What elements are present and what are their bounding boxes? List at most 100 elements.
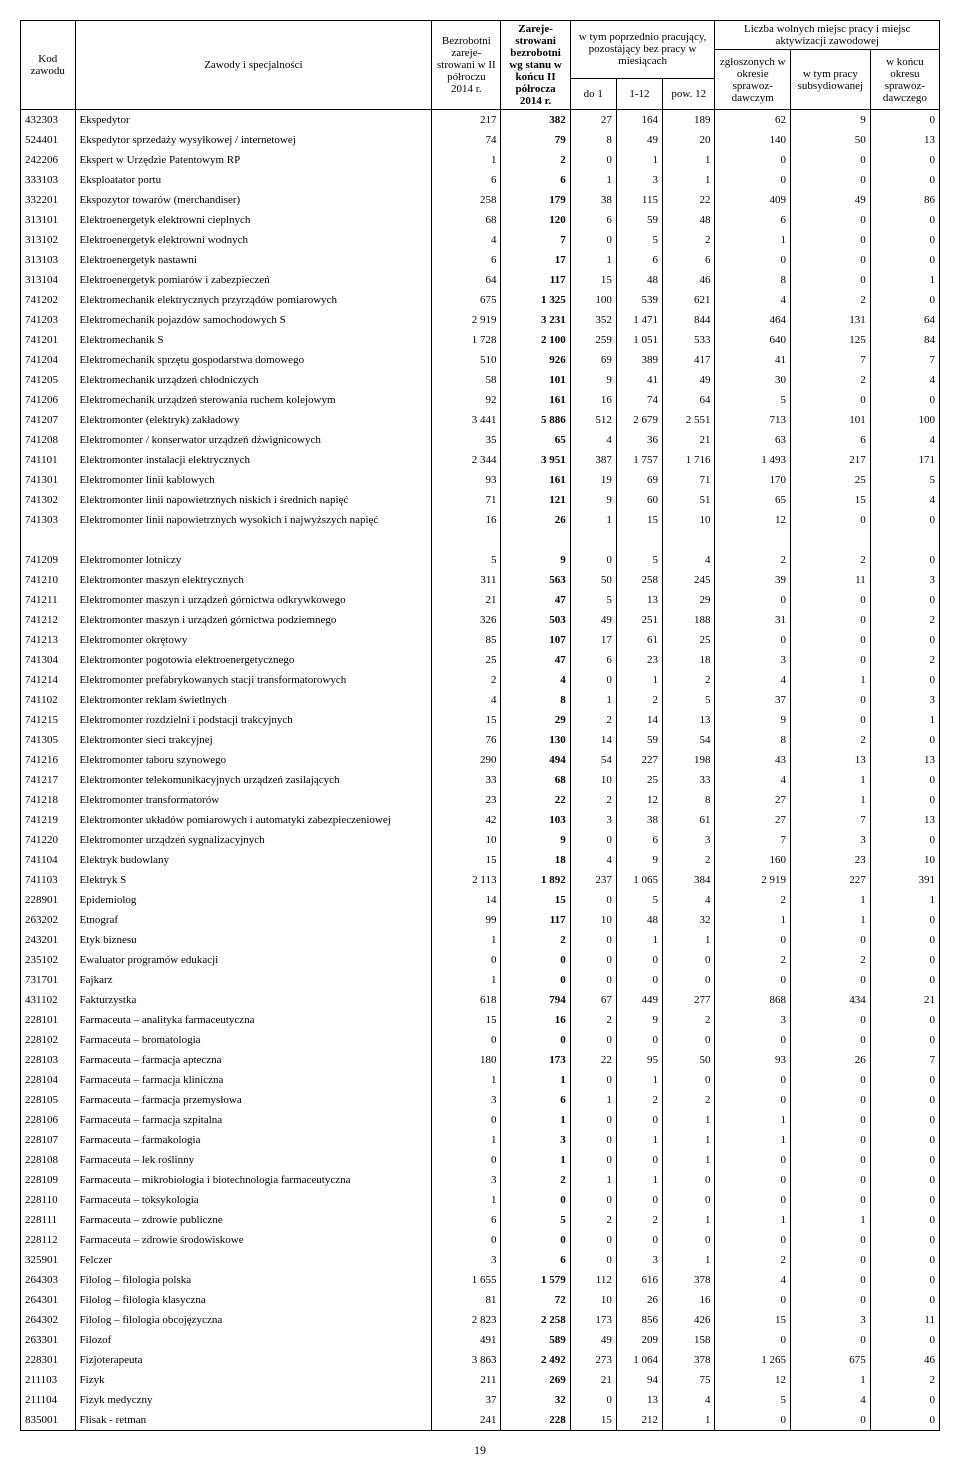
cell-name: Elektromonter rozdzielni i podstacji tra…: [75, 710, 432, 730]
cell-value: 0: [870, 390, 939, 410]
cell-value: 0: [570, 1030, 616, 1050]
cell-code: 741211: [21, 590, 76, 610]
table-row: 313104Elektroenergetyk pomiarów i zabezp…: [21, 270, 940, 290]
table-row: 741101Elektromonter instalacji elektrycz…: [21, 450, 940, 470]
cell-name: Elektromonter maszyn i urządzeń górnictw…: [75, 590, 432, 610]
table-row: 741208Elektromonter / konserwator urządz…: [21, 430, 940, 450]
cell-value: 3: [791, 830, 871, 850]
cell-value: 49: [616, 130, 662, 150]
cell-value: 0: [791, 1230, 871, 1250]
cell-value: 9: [715, 710, 791, 730]
table-row: 228112Farmaceuta – zdrowie środowiskowe0…: [21, 1230, 940, 1250]
cell-value: 2: [616, 1210, 662, 1230]
hdr-occupation: Zawody i specjalności: [75, 21, 432, 110]
cell-value: 17: [570, 630, 616, 650]
table-row: 524401Ekspedytor sprzedaży wysyłkowej / …: [21, 130, 940, 150]
cell-value: 0: [870, 210, 939, 230]
table-row: 264302Filolog – filologia obcojęzyczna2 …: [21, 1310, 940, 1330]
cell-value: 47: [501, 590, 570, 610]
cell-value: 2: [870, 610, 939, 630]
cell-name: Farmaceuta – farmakologia: [75, 1130, 432, 1150]
cell-value: 48: [663, 210, 715, 230]
cell-value: 2: [616, 690, 662, 710]
table-row: 741214Elektromonter prefabrykowanych sta…: [21, 670, 940, 690]
cell-value: 0: [616, 1150, 662, 1170]
cell-value: 0: [791, 1330, 871, 1350]
cell-value: 3: [715, 650, 791, 670]
cell-value: 18: [663, 650, 715, 670]
cell-value: 0: [791, 1170, 871, 1190]
cell-value: 1: [616, 1170, 662, 1190]
cell-value: 112: [570, 1270, 616, 1290]
cell-value: 6: [432, 250, 501, 270]
cell-value: 173: [501, 1050, 570, 1070]
cell-value: 1: [570, 510, 616, 530]
cell-value: 3: [791, 1310, 871, 1330]
cell-value: 1: [432, 1070, 501, 1090]
cell-value: 0: [432, 1150, 501, 1170]
cell-code: 741305: [21, 730, 76, 750]
cell-name: Filolog – filologia obcojęzyczna: [75, 1310, 432, 1330]
cell-value: 27: [715, 810, 791, 830]
cell-value: 0: [715, 1150, 791, 1170]
cell-code: 432303: [21, 110, 76, 131]
table-row: 228106Farmaceuta – farmacja szpitalna010…: [21, 1110, 940, 1130]
cell-value: 464: [715, 310, 791, 330]
cell-code: 741303: [21, 510, 76, 530]
cell-value: 15: [432, 850, 501, 870]
cell-value: 2 679: [616, 410, 662, 430]
cell-value: 65: [501, 430, 570, 450]
hdr-group-months: w tym poprzednio pracujący, pozostający …: [570, 21, 715, 79]
cell-value: 844: [663, 310, 715, 330]
cell-value: 50: [663, 1050, 715, 1070]
cell-value: 2 823: [432, 1310, 501, 1330]
cell-name: Elektromonter linii kablowych: [75, 470, 432, 490]
table-row: 741104Elektryk budowlany15184921602310: [21, 850, 940, 870]
cell-value: 15: [432, 1010, 501, 1030]
cell-value: 3 863: [432, 1350, 501, 1370]
cell-code: 228104: [21, 1070, 76, 1090]
cell-value: 277: [663, 990, 715, 1010]
cell-value: 0: [663, 950, 715, 970]
cell-code: 313104: [21, 270, 76, 290]
cell-value: 0: [432, 1030, 501, 1050]
occupation-table: Kod zawodu Zawody i specjalności Bezrobo…: [20, 20, 940, 1431]
table-row: 741212Elektromonter maszyn i urządzeń gó…: [21, 610, 940, 630]
cell-name: Elektryk S: [75, 870, 432, 890]
cell-value: 0: [870, 770, 939, 790]
cell-code: 235102: [21, 950, 76, 970]
cell-value: 1: [791, 1370, 871, 1390]
cell-value: 117: [501, 910, 570, 930]
cell-value: 125: [791, 330, 871, 350]
cell-value: 17: [501, 250, 570, 270]
cell-value: 9: [616, 850, 662, 870]
cell-value: 1: [791, 910, 871, 930]
cell-code: 228301: [21, 1350, 76, 1370]
cell-code: 741218: [21, 790, 76, 810]
cell-name: Felczer: [75, 1250, 432, 1270]
cell-value: 2: [715, 550, 791, 570]
cell-value: 6: [501, 1250, 570, 1270]
cell-value: 103: [501, 810, 570, 830]
cell-value: 1: [616, 930, 662, 950]
table-row: 741215Elektromonter rozdzielni i podstac…: [21, 710, 940, 730]
cell-value: [663, 530, 715, 550]
cell-value: 2 258: [501, 1310, 570, 1330]
table-row: 228111Farmaceuta – zdrowie publiczne6522…: [21, 1210, 940, 1230]
cell-value: 60: [616, 490, 662, 510]
cell-name: Elektromonter maszyn elektrycznych: [75, 570, 432, 590]
cell-value: 2: [791, 730, 871, 750]
cell-value: 22: [663, 190, 715, 210]
cell-name: Ekspozytor towarów (merchandiser): [75, 190, 432, 210]
table-row: 242206Ekspert w Urzędzie Patentowym RP12…: [21, 150, 940, 170]
cell-value: 616: [616, 1270, 662, 1290]
cell-value: 140: [715, 130, 791, 150]
cell-code: 741215: [21, 710, 76, 730]
cell-value: 65: [715, 490, 791, 510]
cell-value: 15: [715, 1310, 791, 1330]
cell-value: 0: [791, 1290, 871, 1310]
cell-value: 4: [663, 1390, 715, 1410]
cell-value: 1: [791, 770, 871, 790]
cell-value: 0: [870, 930, 939, 950]
cell-value: 54: [663, 730, 715, 750]
